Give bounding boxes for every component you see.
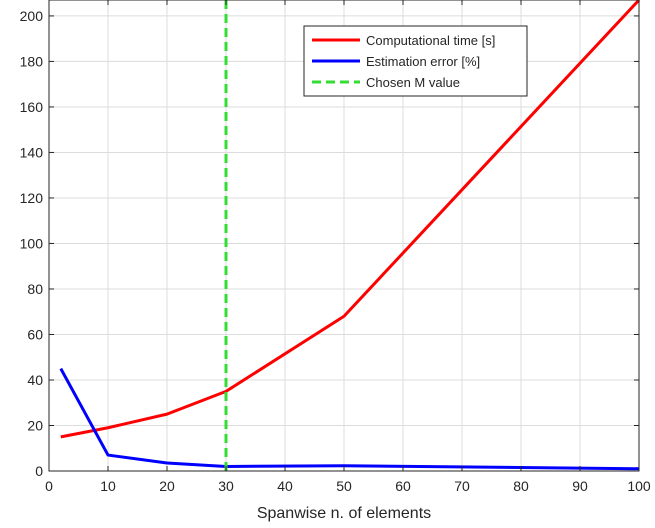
legend-label: Estimation error [%]	[366, 54, 480, 69]
y-tick-label: 20	[27, 417, 43, 433]
x-tick-label: 50	[336, 478, 352, 494]
ticks: 0 10 20 30 40 50 60 70 80 90 100 0 20 40 60 80 100 120 140…	[20, 0, 651, 494]
x-tick-label: 100	[627, 478, 651, 494]
y-tick-label: 80	[27, 281, 43, 297]
x-tick-label: 90	[572, 478, 588, 494]
y-tick-label: 100	[20, 235, 44, 251]
x-tick-label: 30	[218, 478, 234, 494]
x-axis-title: Spanwise n. of elements	[257, 505, 431, 522]
y-tick-label: 160	[20, 99, 44, 115]
x-tick-label: 60	[395, 478, 411, 494]
x-tick-label: 80	[513, 478, 529, 494]
y-tick-label: 0	[35, 463, 43, 479]
x-tick-label: 10	[100, 478, 116, 494]
series-layer	[59, 0, 641, 471]
y-tick-label: 60	[27, 326, 43, 342]
series-line-estimation-error	[59, 367, 640, 471]
legend-label: Computational time [s]	[366, 33, 495, 48]
legend-label: Chosen M value	[366, 75, 460, 90]
legend: Computational time [s] Estimation error […	[303, 25, 528, 97]
y-tick-label: 120	[20, 190, 44, 206]
y-tick-label: 200	[20, 8, 44, 24]
y-tick-label: 180	[20, 53, 44, 69]
series-line-computational-time-s	[60, 0, 641, 439]
x-tick-label: 20	[159, 478, 175, 494]
y-tick-label: 40	[27, 372, 43, 388]
x-tick-label: 0	[45, 478, 53, 494]
x-tick-label: 40	[277, 478, 293, 494]
y-tick-label: 140	[20, 144, 44, 160]
x-tick-label: 70	[454, 478, 470, 494]
